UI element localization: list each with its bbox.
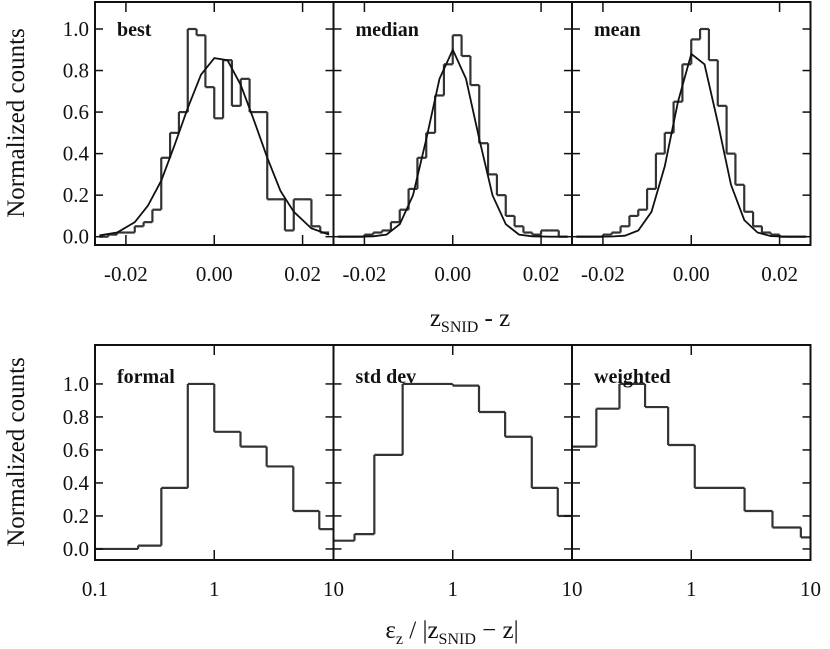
x-axis-label-part: z xyxy=(430,305,441,332)
x-axis-label-sub: z xyxy=(396,631,403,648)
y-axis-label: Normalized counts xyxy=(3,28,30,218)
y-tick-label: 0.2 xyxy=(63,504,89,528)
x-axis-label-part: ε xyxy=(385,617,396,644)
x-tick-label: 10 xyxy=(562,577,583,601)
y-tick-label: 0.0 xyxy=(63,225,89,249)
x-axis-label: zSNID - z xyxy=(430,305,510,336)
x-axis-label-sub: SNID xyxy=(441,319,478,336)
x-tick-label: 10 xyxy=(800,577,821,601)
y-tick-label: 0.6 xyxy=(63,438,89,462)
x-tick-label: 0.00 xyxy=(673,262,710,286)
y-tick-label: 0.0 xyxy=(63,537,89,561)
y-tick-label: 0.8 xyxy=(63,405,89,429)
y-tick-label: 0.4 xyxy=(63,142,90,166)
x-axis-label-part: / |z xyxy=(403,617,439,644)
y-tick-label: 1.0 xyxy=(63,372,89,396)
x-tick-label: 0.02 xyxy=(284,262,321,286)
y-tick-label: 0.8 xyxy=(63,59,89,83)
y-tick-label: 1.0 xyxy=(63,17,89,41)
x-tick-label: -0.02 xyxy=(581,262,625,286)
x-tick-label: 1 xyxy=(686,577,697,601)
x-tick-label: 1 xyxy=(209,577,220,601)
panel-label: best xyxy=(117,19,152,41)
y-tick-label: 0.2 xyxy=(63,183,89,207)
x-tick-label: 0.02 xyxy=(761,262,798,286)
x-axis-label-sub: SNID xyxy=(439,631,476,648)
panel-label: median xyxy=(356,19,419,41)
x-tick-label: 0.00 xyxy=(196,262,233,286)
fit-curve xyxy=(337,47,568,238)
x-axis-label-part: − z| xyxy=(476,617,519,644)
x-tick-label: 10 xyxy=(323,577,344,601)
y-axis-label: Normalized counts xyxy=(3,357,30,547)
x-axis-label-part: - z xyxy=(478,305,510,332)
y-tick-label: 0.4 xyxy=(63,471,90,495)
panel-label: mean xyxy=(594,19,641,41)
fit-curve xyxy=(576,52,807,238)
x-tick-label: 0.1 xyxy=(82,577,108,601)
x-tick-label: -0.02 xyxy=(104,262,148,286)
x-tick-label: 0.00 xyxy=(434,262,471,286)
panel-label: std dev xyxy=(356,366,417,388)
fit-curve xyxy=(99,57,330,237)
x-tick-label: -0.02 xyxy=(343,262,387,286)
x-axis-label: εz / |zSNID − z| xyxy=(385,617,518,648)
y-tick-label: 0.6 xyxy=(63,100,89,124)
panel-label: formal xyxy=(117,366,175,388)
x-tick-label: 0.02 xyxy=(523,262,560,286)
x-tick-label: 1 xyxy=(448,577,459,601)
panel-label: weighted xyxy=(594,366,671,388)
